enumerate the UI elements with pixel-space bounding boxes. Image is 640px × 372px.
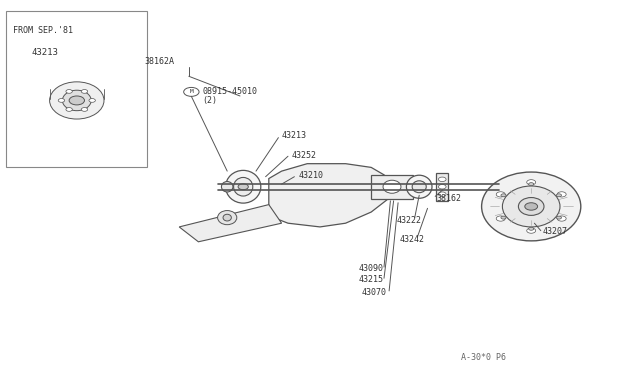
- Circle shape: [529, 183, 534, 186]
- Circle shape: [557, 192, 566, 197]
- Text: M: M: [189, 89, 193, 94]
- Circle shape: [81, 90, 88, 93]
- Circle shape: [529, 227, 534, 230]
- Text: 43213: 43213: [282, 131, 307, 140]
- Polygon shape: [179, 205, 282, 242]
- Circle shape: [238, 184, 248, 190]
- Text: 38162: 38162: [436, 194, 461, 203]
- Circle shape: [81, 108, 88, 111]
- Text: 38162A: 38162A: [144, 57, 174, 66]
- Text: 43213: 43213: [32, 48, 59, 57]
- Circle shape: [89, 99, 95, 102]
- Text: 43207: 43207: [543, 227, 568, 236]
- Circle shape: [501, 194, 506, 197]
- Ellipse shape: [226, 170, 261, 203]
- Circle shape: [496, 216, 505, 221]
- Text: (2): (2): [202, 96, 217, 105]
- Ellipse shape: [481, 172, 581, 241]
- Ellipse shape: [223, 214, 232, 221]
- Circle shape: [66, 108, 72, 111]
- Bar: [436, 173, 448, 201]
- Text: 08915-45010: 08915-45010: [202, 87, 257, 96]
- Circle shape: [556, 194, 561, 197]
- Circle shape: [184, 87, 199, 96]
- Circle shape: [58, 99, 65, 102]
- Circle shape: [527, 180, 536, 185]
- Text: 43252: 43252: [292, 151, 317, 160]
- Circle shape: [556, 216, 561, 219]
- Circle shape: [501, 216, 506, 219]
- Text: 43210: 43210: [298, 171, 323, 180]
- Ellipse shape: [412, 181, 426, 193]
- Circle shape: [496, 192, 505, 197]
- Ellipse shape: [518, 198, 544, 215]
- Circle shape: [557, 216, 566, 221]
- Text: 43222: 43222: [397, 216, 422, 225]
- Text: 43242: 43242: [399, 235, 424, 244]
- Circle shape: [438, 192, 446, 196]
- Text: A-30*0 P6: A-30*0 P6: [461, 353, 506, 362]
- Ellipse shape: [221, 182, 233, 192]
- Circle shape: [69, 96, 84, 105]
- Text: FROM SEP.'81: FROM SEP.'81: [13, 26, 73, 35]
- Text: 43215: 43215: [358, 275, 383, 284]
- Circle shape: [438, 185, 446, 189]
- Ellipse shape: [406, 175, 432, 198]
- Bar: [6, 11, 147, 167]
- Ellipse shape: [234, 177, 253, 196]
- Text: 43070: 43070: [362, 288, 387, 296]
- Circle shape: [66, 90, 72, 93]
- Ellipse shape: [383, 180, 401, 193]
- Polygon shape: [269, 164, 397, 227]
- Ellipse shape: [502, 186, 560, 227]
- Bar: [371, 175, 413, 199]
- Ellipse shape: [50, 82, 104, 119]
- Ellipse shape: [63, 90, 91, 111]
- Circle shape: [525, 203, 538, 210]
- Ellipse shape: [218, 211, 237, 225]
- Text: 43090: 43090: [358, 264, 383, 273]
- Circle shape: [527, 228, 536, 233]
- Circle shape: [438, 177, 446, 182]
